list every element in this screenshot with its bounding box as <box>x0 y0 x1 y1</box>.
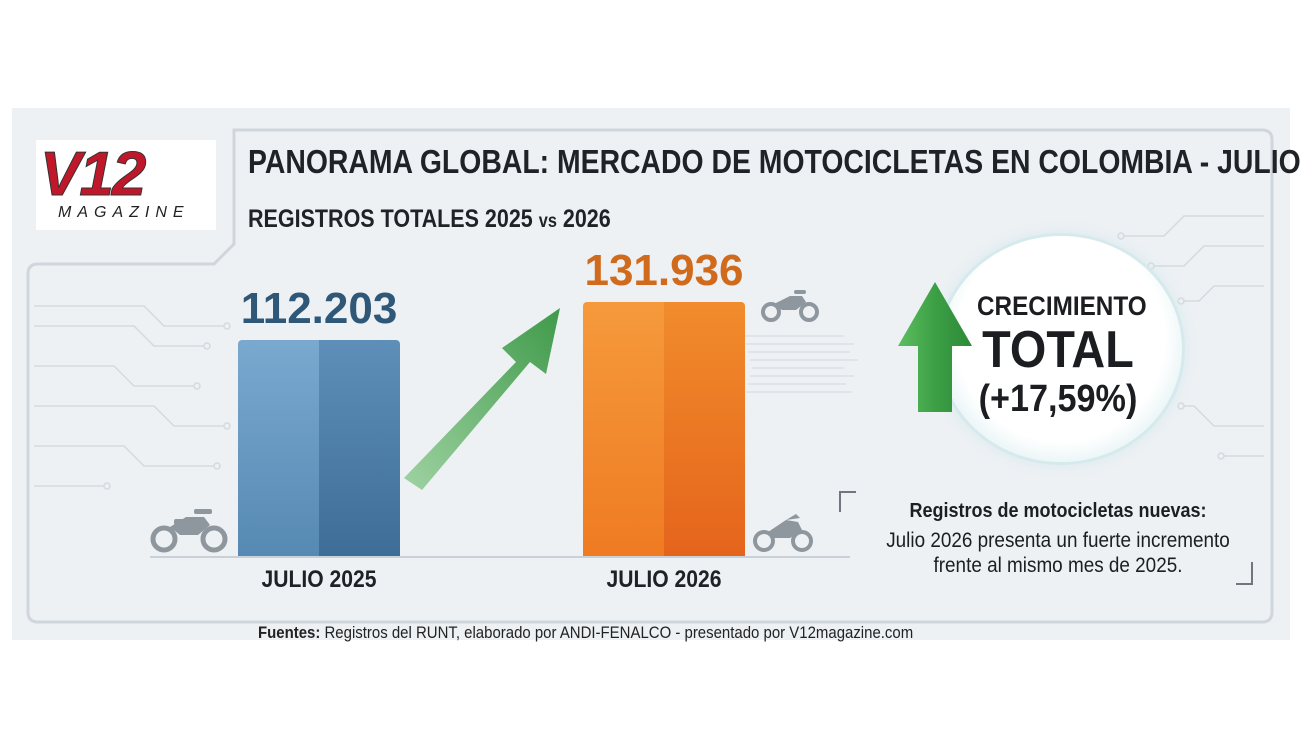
note-brackets <box>839 491 1253 585</box>
motorcycle-icon <box>761 290 819 322</box>
sources-label: Fuentes: <box>258 623 321 642</box>
growth-line3: (+17,59%) <box>978 378 1138 420</box>
growth-line1: CRECIMIENTO <box>977 291 1147 321</box>
decorative-frame <box>26 128 1274 624</box>
note-line: frente al mismo mes de 2025. <box>933 554 1183 577</box>
logo-sub: MAGAZINE <box>58 204 190 221</box>
note-line: Julio 2026 presenta un fuerte incremento <box>886 529 1230 552</box>
up-arrow-icon <box>898 282 972 412</box>
note-title: Registros de motocicletas nuevas: <box>909 500 1207 522</box>
subtitle-vs: vs <box>538 211 557 232</box>
growth-arrow-icon <box>404 308 560 490</box>
note-body: Julio 2026 presenta un fuerte incremento… <box>860 528 1256 578</box>
page-title: PANORAMA GLOBAL: MERCADO DE MOTOCICLETAS… <box>248 143 1300 180</box>
bar-julio-2026 <box>583 302 745 556</box>
category-label: JULIO 2026 <box>606 566 722 593</box>
v12-magazine-logo: V12 MAGAZINE <box>36 140 216 230</box>
sources-text: Registros del RUNT, elaborado por ANDI-F… <box>320 623 914 642</box>
bar-julio-2025 <box>238 340 400 556</box>
page-subtitle: REGISTROS TOTALES 2025 vs 2026 <box>248 205 611 234</box>
subtitle-end: 2026 <box>556 205 611 233</box>
motorcycle-icon <box>753 514 813 552</box>
subtitle-main: REGISTROS TOTALES 2025 <box>248 205 539 233</box>
motorcycle-icon <box>150 509 228 553</box>
growth-line2: TOTAL <box>982 321 1134 379</box>
sources-footer: Fuentes: Registros del RUNT, elaborado p… <box>258 623 913 643</box>
chart-baseline <box>150 556 850 558</box>
bar-value-label: 112.203 <box>240 284 398 333</box>
bar-value-label: 131.936 <box>584 246 744 295</box>
logo-brand: V12 <box>39 140 146 210</box>
growth-badge <box>940 236 1182 462</box>
category-label: JULIO 2025 <box>261 566 377 593</box>
